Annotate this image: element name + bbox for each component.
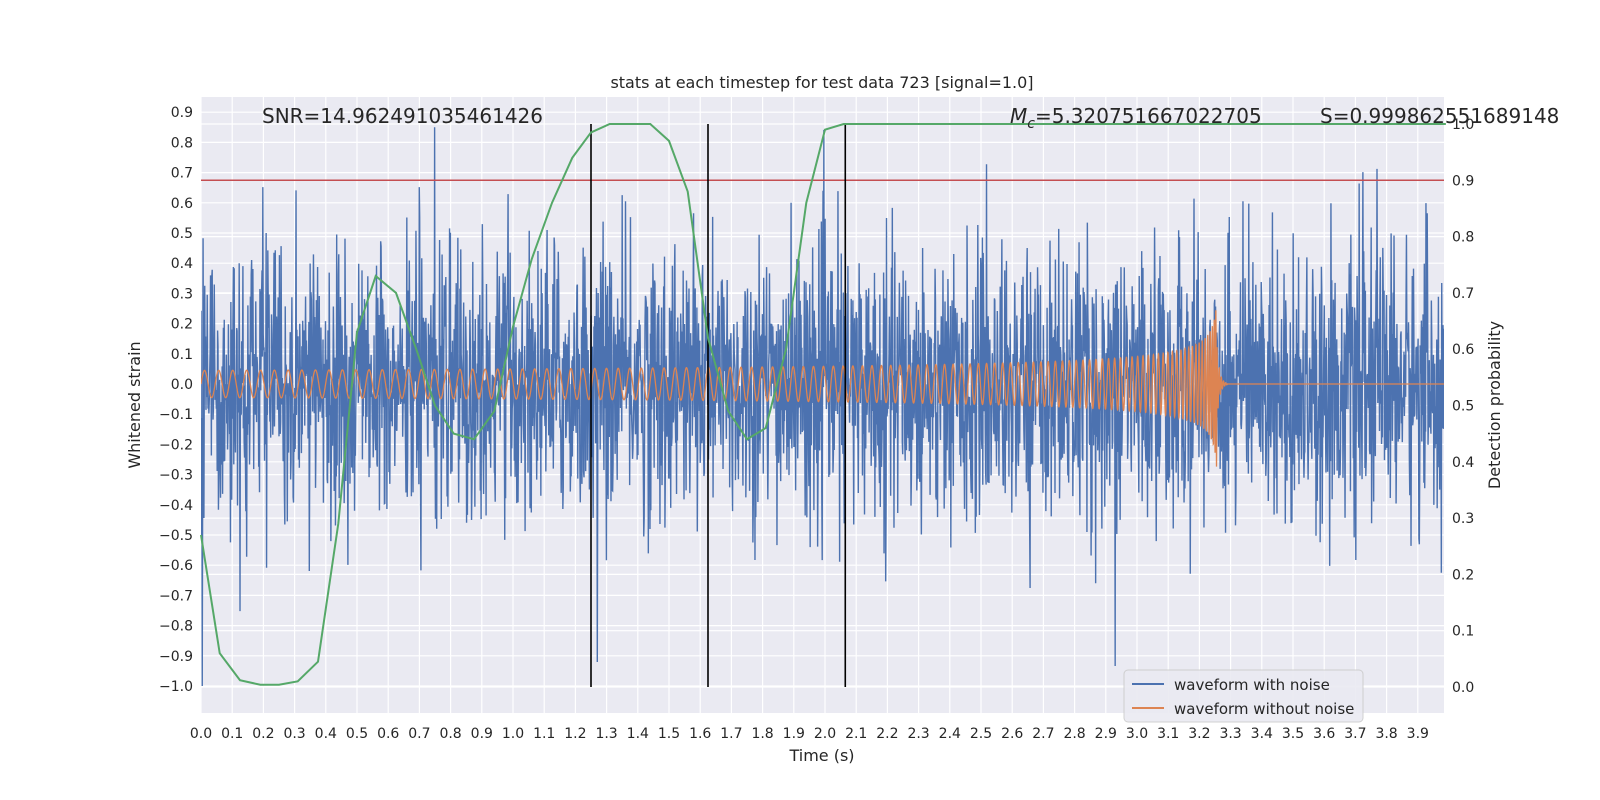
x-tick: 1.8 <box>751 726 773 742</box>
x-tick: 1.1 <box>533 726 555 742</box>
y-tick-left: 0.7 <box>171 166 193 182</box>
x-tick: 1.4 <box>627 726 649 742</box>
series-waveform-without-noise <box>201 310 1444 467</box>
chart-title: stats at each timestep for test data 723… <box>610 73 1033 92</box>
y-tick-left: 0.9 <box>171 105 193 121</box>
x-tick: 3.1 <box>1157 726 1179 742</box>
x-tick: 0.9 <box>471 726 493 742</box>
series-waveform-with-noise <box>201 127 1444 687</box>
y-tick-left: 0.1 <box>171 347 193 363</box>
x-tick: 1.5 <box>658 726 680 742</box>
x-tick: 2.6 <box>1001 726 1023 742</box>
y-tick-right: 0.3 <box>1452 511 1474 527</box>
y-tick-labels-left: 0.9 0.8 0.7 0.6 0.5 0.4 0.3 0.2 0.1 0.0 −0.1 −0.2 −0… <box>159 105 193 695</box>
x-tick: 0.3 <box>283 726 305 742</box>
chirp-mass-value: =5.320751667022705 <box>1035 104 1262 128</box>
y-tick-left: 0.3 <box>171 286 193 302</box>
x-tick: 0.8 <box>439 726 461 742</box>
series-detection-probability <box>200 123 1446 686</box>
x-tick-labels: 0.0 0.1 0.2 0.3 0.4 0.5 0.6 0.7 0.8 0.9 1.0 1.1 1.2 1… <box>190 726 1429 742</box>
legend-label-clean: waveform without noise <box>1174 700 1354 718</box>
x-tick: 1.0 <box>502 726 524 742</box>
x-tick: 1.2 <box>564 726 586 742</box>
y-tick-left: 0.5 <box>171 226 193 242</box>
vertical-markers <box>590 124 847 687</box>
y-tick-left: −0.3 <box>159 468 193 484</box>
x-tick: 3.6 <box>1313 726 1335 742</box>
y-tick-right: 0.9 <box>1452 173 1474 189</box>
x-tick: 3.0 <box>1126 726 1148 742</box>
y-tick-right: 1.0 <box>1452 117 1474 133</box>
chirp-mass-symbol: M <box>1010 104 1027 128</box>
legend-box <box>1123 669 1364 723</box>
legend: waveform with noise waveform without noi… <box>1123 669 1364 723</box>
x-tick: 2.8 <box>1063 726 1085 742</box>
chirp-trace <box>201 310 1444 467</box>
y-tick-right: 0.7 <box>1452 286 1474 302</box>
y-tick-left: 0.2 <box>171 317 193 333</box>
y-tick-right: 0.6 <box>1452 342 1474 358</box>
x-tick: 1.7 <box>720 726 742 742</box>
x-tick: 1.3 <box>595 726 617 742</box>
y-tick-right: 0.5 <box>1452 399 1474 415</box>
x-tick: 2.9 <box>1095 726 1117 742</box>
x-tick: 0.2 <box>252 726 274 742</box>
x-tick: 2.3 <box>907 726 929 742</box>
x-axis-label: Time (s) <box>788 746 854 765</box>
y-tick-left: 0.8 <box>171 135 193 151</box>
x-tick: 2.2 <box>876 726 898 742</box>
x-tick: 2.4 <box>939 726 961 742</box>
y-tick-left: 0.4 <box>171 256 193 272</box>
y-tick-left: −0.8 <box>159 619 193 635</box>
x-tick: 0.6 <box>377 726 399 742</box>
x-tick: 1.9 <box>783 726 805 742</box>
y-tick-left: −0.6 <box>159 558 193 574</box>
noise-trace <box>201 127 1444 687</box>
y-tick-left: −1.0 <box>159 679 193 695</box>
s-annotation: S=0.999862551689148 <box>1320 104 1559 128</box>
y-tick-left: 0.0 <box>171 377 193 393</box>
y-tick-left: 0.6 <box>171 196 193 212</box>
x-tick: 0.7 <box>408 726 430 742</box>
x-tick: 3.3 <box>1219 726 1241 742</box>
probability-trace <box>200 123 1446 686</box>
x-tick: 2.7 <box>1032 726 1054 742</box>
x-tick: 3.5 <box>1282 726 1304 742</box>
x-tick: 0.1 <box>221 726 243 742</box>
y-tick-labels-right: 1.0 0.9 0.8 0.7 0.6 0.5 0.4 0.3 0.2 0.1 0.0 <box>1452 117 1474 696</box>
y-tick-left: −0.4 <box>159 498 193 514</box>
y-axis-label-right: Detection probability <box>1485 321 1504 489</box>
x-tick: 0.0 <box>190 726 212 742</box>
x-tick: 2.0 <box>814 726 836 742</box>
y-tick-left: −0.5 <box>159 528 193 544</box>
x-tick: 1.6 <box>689 726 711 742</box>
y-tick-left: −0.1 <box>159 407 193 423</box>
chirp-mass-subscript: c <box>1027 116 1035 132</box>
y-tick-right: 0.1 <box>1452 624 1474 640</box>
x-tick: 3.4 <box>1251 726 1273 742</box>
chirp-mass-annotation: Mc=5.320751667022705 <box>1010 104 1262 132</box>
y-tick-left: −0.7 <box>159 588 193 604</box>
x-tick: 2.5 <box>970 726 992 742</box>
x-tick: 3.2 <box>1188 726 1210 742</box>
x-tick: 3.9 <box>1407 726 1429 742</box>
y-tick-right: 0.2 <box>1452 567 1474 583</box>
x-tick: 3.8 <box>1375 726 1397 742</box>
x-tick: 0.4 <box>315 726 337 742</box>
y-axis-label-left: Whitened strain <box>125 341 144 468</box>
y-tick-left: −0.9 <box>159 649 193 665</box>
y-tick-right: 0.8 <box>1452 230 1474 246</box>
x-tick: 0.5 <box>346 726 368 742</box>
y-tick-right: 0.0 <box>1452 680 1474 696</box>
y-tick-right: 0.4 <box>1452 455 1474 471</box>
legend-label-noise: waveform with noise <box>1174 676 1330 694</box>
x-tick: 2.1 <box>845 726 867 742</box>
y-tick-left: −0.2 <box>159 437 193 453</box>
snr-annotation: SNR=14.962491035461426 <box>262 104 543 128</box>
x-tick: 3.7 <box>1344 726 1366 742</box>
